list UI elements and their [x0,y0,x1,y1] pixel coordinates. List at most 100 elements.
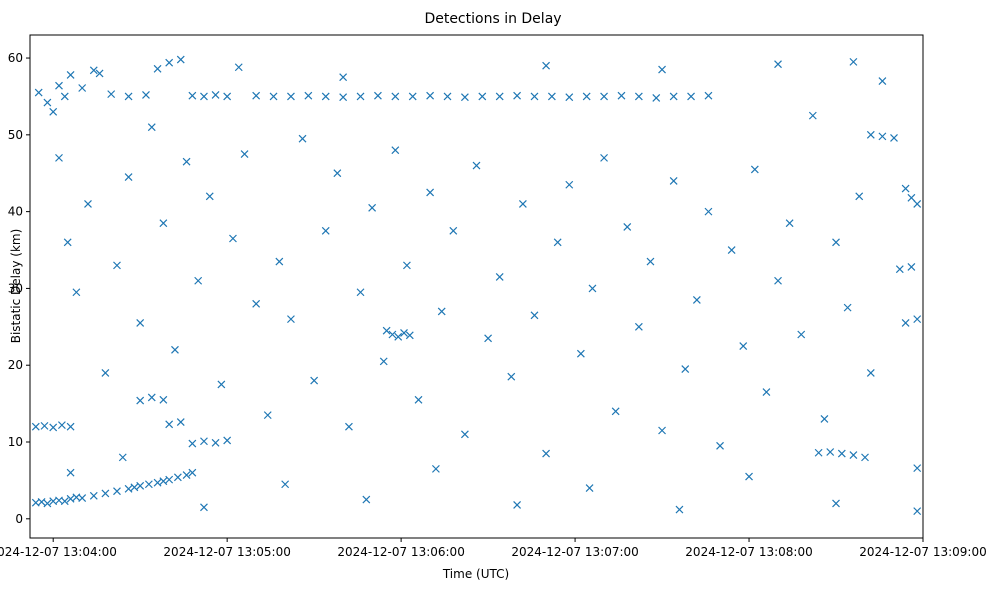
data-point [229,234,237,243]
data-point [223,436,232,445]
data-point [832,238,840,247]
data-point [298,134,307,143]
x-tick-label: 2024-12-07 13:08:00 [685,545,812,559]
data-point [142,90,150,99]
data-point [275,257,284,266]
data-point [37,497,46,506]
data-point [907,262,916,271]
data-point [704,207,713,216]
data-point [252,299,261,308]
data-point [356,92,365,101]
data-point [426,188,435,197]
data-point [78,494,87,502]
data-point [173,473,182,482]
data-point [165,475,174,484]
data-point [188,439,197,448]
data-point [130,483,139,492]
data-point [843,303,852,312]
data-point [182,157,191,166]
data-point [124,173,133,181]
data-point [159,395,168,404]
data-point [136,481,145,490]
data-point [136,396,145,405]
data-point [136,319,145,327]
data-point [913,507,922,516]
data-point [287,315,295,324]
x-tick-label: 2024-12-07 13:06:00 [337,545,464,559]
data-point [901,319,910,327]
data-point [513,501,522,509]
data-point [373,91,382,100]
data-point [240,150,249,158]
data-point [913,464,922,473]
data-point [72,288,81,297]
data-point [107,90,116,99]
data-point [223,92,232,101]
y-tick-label: 50 [8,128,23,142]
data-point [408,92,417,101]
data-point [182,471,191,479]
data-point [820,415,829,423]
data-point [826,448,835,456]
data-point [437,307,446,316]
data-point [89,66,98,75]
data-point [382,326,391,335]
data-point [785,219,794,228]
data-point [576,349,585,358]
data-point [890,133,898,142]
data-point [878,132,887,141]
data-point [171,345,179,354]
data-point [484,334,493,343]
data-point [449,226,458,235]
data-point [611,407,620,416]
data-point [460,93,469,102]
x-tick-label: 2024-12-07 13:09:00 [859,545,986,559]
data-point [281,480,290,489]
data-point [426,91,435,100]
data-point [530,92,539,101]
data-point [588,284,597,293]
data-point [66,494,75,503]
data-point [547,92,556,101]
data-point [113,261,121,270]
x-tick-label: 2024-12-07 13:04:00 [0,545,117,559]
data-point [646,257,655,266]
data-point [658,426,666,435]
data-point [623,223,632,231]
data-point [188,468,197,477]
data-point [832,499,840,508]
data-point [31,422,40,431]
data-point [388,330,397,339]
data-point [147,123,156,132]
data-point [34,88,43,97]
data-point [669,92,678,101]
data-point [727,246,736,254]
data-point [716,441,724,450]
data-point [55,81,63,90]
data-point [339,93,348,102]
data-point [159,219,168,228]
data-point [321,226,330,235]
data-point [78,84,87,92]
data-point [675,505,684,514]
data-point [808,111,817,120]
data-point [66,468,75,477]
data-point [188,91,197,100]
data-point [634,92,643,101]
data-point [513,91,522,100]
data-point [907,193,916,202]
data-point [849,57,858,66]
data-point [113,487,121,496]
data-point [339,73,348,82]
data-point [530,311,539,320]
y-tick-label: 60 [8,51,23,65]
data-point [176,55,185,64]
data-point [200,92,208,101]
data-point [84,200,92,208]
chart-title: Detections in Delay [424,11,561,27]
data-point [118,453,127,462]
data-point [861,453,869,462]
data-point [333,169,342,178]
